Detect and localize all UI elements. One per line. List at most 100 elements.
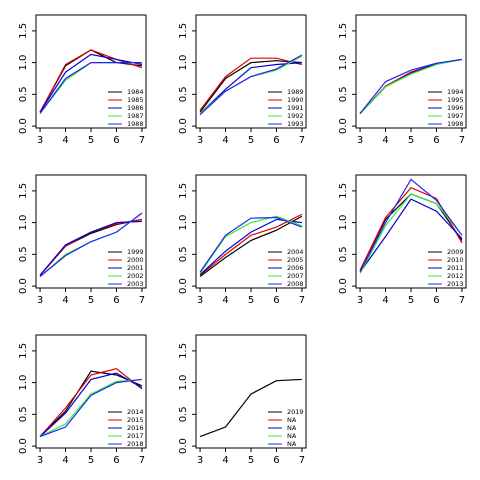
- y-tick-label: 1.0: [338, 55, 349, 71]
- x-tick-label: 4: [62, 135, 68, 146]
- series-line: [39, 62, 142, 114]
- series-line: [359, 198, 463, 273]
- legend-label: 2005: [287, 256, 304, 264]
- series-line: [39, 220, 142, 276]
- series-line: [199, 213, 303, 276]
- legend-label: 1992: [287, 112, 304, 120]
- series-line: [199, 57, 303, 111]
- legend-label: 2000: [127, 256, 144, 264]
- series-line: [359, 58, 463, 114]
- x-tick-label: 6: [113, 295, 119, 306]
- legend-label: 2019: [287, 408, 304, 416]
- legend-label: 1991: [287, 104, 304, 112]
- legend-label: 1998: [447, 120, 464, 128]
- legend-label: NA: [287, 424, 297, 432]
- series-line: [359, 178, 463, 273]
- legend-label: 1999: [127, 248, 144, 256]
- y-tick-label: 0.0: [178, 118, 189, 134]
- series-line: [39, 372, 143, 438]
- legend-label: 2012: [447, 272, 464, 280]
- legend-label: 2007: [287, 272, 304, 280]
- y-tick-label: 0.0: [178, 438, 189, 454]
- legend-label: 2002: [127, 272, 144, 280]
- y-tick-label: 0.0: [18, 118, 29, 134]
- x-tick-label: 3: [197, 455, 203, 466]
- legend-label: 2013: [447, 280, 464, 288]
- legend-label: 2016: [127, 424, 144, 432]
- legend-label: 1995: [447, 96, 464, 104]
- x-tick-label: 5: [88, 135, 94, 146]
- x-tick-label: 7: [139, 295, 145, 306]
- y-tick-label: 0.5: [18, 86, 29, 102]
- y-tick-label: 1.5: [178, 183, 189, 199]
- y-tick-label: 0.5: [178, 86, 189, 102]
- x-tick-label: 3: [37, 295, 43, 306]
- legend-label: 1997: [447, 112, 464, 120]
- legend-label: NA: [287, 440, 297, 448]
- series-line: [199, 215, 303, 274]
- legend-label: 2009: [447, 248, 464, 256]
- y-tick-label: 1.0: [178, 55, 189, 71]
- x-tick-label: 4: [222, 295, 228, 306]
- y-tick-label: 0.5: [338, 246, 349, 262]
- x-tick-label: 5: [88, 295, 94, 306]
- series-line: [199, 215, 303, 278]
- y-tick-label: 0.5: [338, 86, 349, 102]
- x-tick-label: 7: [299, 295, 305, 306]
- x-tick-label: 3: [197, 135, 203, 146]
- x-tick-label: 6: [113, 455, 119, 466]
- legend-label: 2006: [287, 264, 304, 272]
- x-tick-label: 6: [273, 295, 279, 306]
- y-tick-label: 1.5: [18, 183, 29, 199]
- legend-label: NA: [287, 416, 297, 424]
- series-line: [199, 54, 303, 116]
- y-tick-label: 1.0: [18, 55, 29, 71]
- series-line: [39, 367, 143, 437]
- y-tick-label: 1.0: [178, 375, 189, 391]
- legend-label: 2011: [447, 264, 464, 272]
- y-tick-label: 1.5: [178, 343, 189, 359]
- x-tick-label: 4: [382, 135, 388, 146]
- legend-label: 2014: [127, 408, 144, 416]
- x-tick-label: 5: [248, 455, 254, 466]
- x-tick-label: 3: [37, 455, 43, 466]
- x-tick-label: 4: [222, 455, 228, 466]
- series-line: [39, 378, 142, 438]
- y-tick-label: 0.0: [338, 278, 349, 294]
- legend-label: 1988: [127, 120, 144, 128]
- y-tick-label: 0.5: [18, 406, 29, 422]
- x-tick-label: 6: [113, 135, 119, 146]
- y-tick-label: 1.0: [18, 375, 29, 391]
- series-line: [39, 212, 143, 278]
- x-tick-label: 7: [299, 135, 305, 146]
- series-line: [199, 216, 303, 273]
- series-line: [359, 193, 463, 274]
- x-tick-label: 3: [357, 295, 363, 306]
- legend-label: 1987: [127, 112, 144, 120]
- x-tick-label: 7: [139, 135, 145, 146]
- legend-label: 2001: [127, 264, 144, 272]
- legend-label: 1996: [447, 104, 464, 112]
- series-line: [39, 53, 143, 113]
- legend-label: 2004: [287, 248, 304, 256]
- legend-label: 2008: [287, 280, 304, 288]
- legend-label: NA: [287, 432, 297, 440]
- y-tick-label: 1.5: [338, 23, 349, 39]
- x-tick-label: 3: [37, 135, 43, 146]
- y-tick-label: 0.0: [178, 278, 189, 294]
- x-tick-label: 6: [433, 295, 439, 306]
- y-tick-label: 1.0: [178, 215, 189, 231]
- x-tick-label: 3: [197, 295, 203, 306]
- y-tick-label: 0.0: [18, 278, 29, 294]
- x-tick-label: 5: [408, 135, 414, 146]
- legend-label: 1993: [287, 120, 304, 128]
- x-tick-label: 7: [459, 295, 465, 306]
- x-tick-label: 5: [248, 295, 254, 306]
